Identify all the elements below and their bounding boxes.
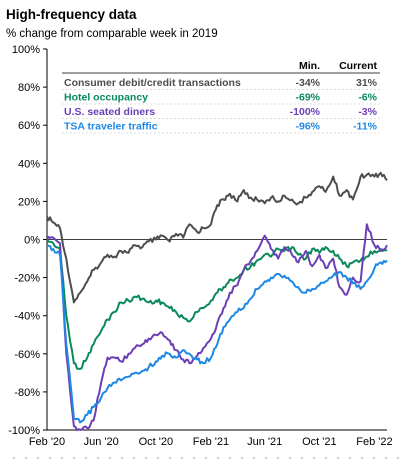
legend-series-min: -34% bbox=[295, 77, 320, 89]
y-tick-label: -40% bbox=[14, 311, 40, 323]
y-tick-label: -60% bbox=[14, 349, 40, 361]
legend-series-name: TSA traveler traffic bbox=[64, 121, 158, 133]
y-tick-label: -20% bbox=[14, 273, 40, 285]
y-tick-label: -80% bbox=[14, 387, 40, 399]
y-tick-label: 0% bbox=[24, 235, 40, 247]
x-tick-label: Feb '20 bbox=[29, 436, 65, 448]
series-line-3 bbox=[46, 244, 388, 424]
y-tick-label: 40% bbox=[18, 158, 40, 170]
legend-box bbox=[62, 58, 380, 138]
y-tick-label: 100% bbox=[12, 44, 40, 56]
legend-series-min: -100% bbox=[290, 106, 321, 118]
series-line-2 bbox=[46, 223, 388, 432]
x-tick-label: Feb '21 bbox=[193, 436, 229, 448]
x-tick-label: Jun '20 bbox=[84, 436, 119, 448]
legend-series-min: -96% bbox=[295, 121, 320, 133]
legend-series-name: Hotel occupancy bbox=[64, 92, 148, 104]
x-tick-label: Jun '21 bbox=[247, 436, 282, 448]
decorative-dotted-rule bbox=[8, 456, 400, 460]
legend-series-name: Consumer debit/credit transactions bbox=[64, 77, 241, 89]
legend-series-current: -11% bbox=[353, 121, 378, 133]
y-tick-label: 60% bbox=[18, 120, 40, 132]
y-tick-label: 80% bbox=[18, 82, 40, 94]
legend-series-name: U.S. seated diners bbox=[64, 106, 155, 118]
legend-series-min: -69% bbox=[295, 92, 320, 104]
y-tick-label: 20% bbox=[18, 196, 40, 208]
legend-series-current: 31% bbox=[356, 77, 378, 89]
legend-header-min: Min. bbox=[299, 60, 320, 72]
x-tick-label: Oct '21 bbox=[302, 436, 337, 448]
legend-series-current: -6% bbox=[358, 92, 377, 104]
series-line-1 bbox=[46, 238, 388, 370]
series-line-0 bbox=[46, 171, 388, 304]
legend-series-current: -3% bbox=[358, 106, 377, 118]
x-tick-label: Feb '22 bbox=[356, 436, 392, 448]
chart-subtitle: % change from comparable week in 2019 bbox=[6, 28, 218, 40]
y-tick-label: -100% bbox=[8, 425, 40, 437]
chart-title: High-frequency data bbox=[6, 7, 137, 22]
x-tick-label: Oct '20 bbox=[139, 436, 174, 448]
legend-header-current: Current bbox=[339, 60, 377, 72]
